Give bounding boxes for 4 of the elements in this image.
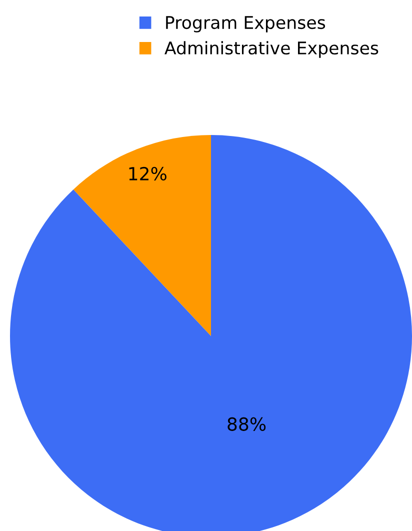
legend-label: Program Expenses bbox=[166, 16, 326, 32]
legend-label: Administrative Expenses bbox=[164, 41, 378, 58]
data-label: 12% bbox=[129, 166, 166, 181]
data-label: 88% bbox=[228, 417, 266, 431]
